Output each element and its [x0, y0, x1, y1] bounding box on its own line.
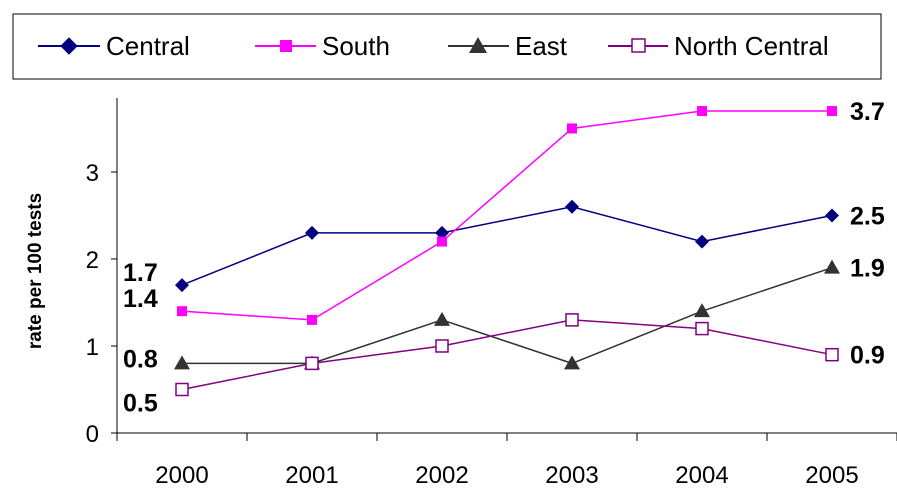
legend-label-south: South	[322, 31, 390, 61]
x-tick-label: 2003	[545, 462, 598, 489]
legend: Central South East North Central	[12, 13, 882, 80]
series-line	[181, 205, 833, 286]
data-point	[435, 339, 449, 353]
series-east	[174, 259, 840, 370]
data-point	[565, 199, 579, 214]
y-tick-label: 1	[86, 334, 99, 361]
legend-item-central: Central	[38, 31, 190, 61]
data-point	[305, 225, 319, 240]
legend-item-north-central: North Central	[608, 31, 829, 61]
data-point	[305, 356, 319, 371]
diamond-marker-icon	[60, 37, 78, 55]
legend-item-east: East	[448, 31, 568, 61]
data-label-start: 1.4	[123, 285, 158, 313]
data-point	[824, 259, 840, 274]
legend-label-north-central: North Central	[674, 31, 829, 61]
data-point	[695, 234, 709, 249]
data-point	[695, 321, 709, 336]
open-square-marker-icon	[631, 38, 646, 53]
data-point	[697, 106, 707, 117]
data-point	[564, 355, 580, 370]
data-label-end: 0.9	[850, 342, 885, 370]
y-axis-label: rate per 100 tests	[25, 193, 46, 349]
data-point	[175, 382, 189, 397]
x-tick-label: 2000	[155, 462, 208, 489]
data-label-start: 0.8	[123, 345, 158, 373]
data-point	[565, 313, 579, 327]
triangle-marker-icon	[469, 37, 487, 53]
y-tick-label: 2	[86, 247, 99, 274]
x-tick-label: 2005	[805, 462, 858, 489]
legend-label-central: Central	[106, 31, 190, 61]
data-point	[177, 306, 187, 317]
square-marker-icon	[280, 40, 292, 52]
data-label-end: 1.9	[850, 255, 885, 283]
legend-item-south: South	[255, 31, 390, 61]
data-point	[435, 225, 449, 240]
data-point	[827, 106, 837, 117]
data-point	[437, 236, 447, 247]
data-label-end: 2.5	[850, 202, 885, 230]
data-point	[434, 311, 450, 326]
data-point	[567, 123, 577, 134]
x-tick-label: 2001	[285, 462, 338, 489]
y-tick-label: 0	[86, 421, 99, 448]
y-tick-label: 3	[86, 160, 99, 187]
series-line	[181, 110, 832, 321]
data-label-start: 0.5	[123, 389, 158, 417]
series-north-central	[175, 313, 839, 397]
legend-frame	[12, 13, 882, 80]
data-point	[175, 278, 189, 293]
x-tick-label: 2004	[675, 462, 728, 489]
data-point	[825, 208, 839, 223]
series-line	[182, 266, 833, 365]
data-point	[825, 347, 839, 362]
x-tick-label: 2002	[415, 462, 468, 489]
data-label-end: 3.7	[850, 98, 885, 126]
data-label-start: 1.7	[123, 259, 158, 287]
series-south	[177, 106, 837, 325]
data-point	[174, 355, 190, 370]
series-central	[175, 199, 839, 293]
series-line	[181, 319, 833, 391]
data-point	[694, 303, 710, 318]
data-point	[307, 314, 317, 325]
legend-label-east: East	[515, 31, 568, 61]
